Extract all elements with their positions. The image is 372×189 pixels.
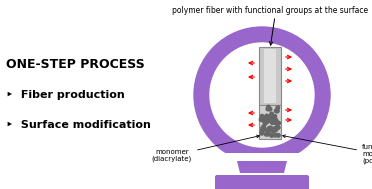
Bar [259,47,281,105]
Circle shape [269,113,273,117]
Circle shape [262,115,265,119]
Circle shape [270,112,273,116]
Circle shape [274,109,278,113]
Circle shape [264,120,267,124]
Circle shape [270,127,273,131]
Circle shape [276,134,280,137]
Circle shape [271,119,275,123]
Circle shape [266,130,269,134]
Text: 365 nm: 365 nm [218,92,256,101]
Circle shape [269,126,272,130]
Circle shape [274,128,278,132]
Circle shape [263,122,267,125]
Circle shape [266,119,269,123]
Circle shape [267,127,271,130]
Circle shape [274,118,278,122]
Circle shape [267,105,270,109]
Polygon shape [235,153,289,173]
Circle shape [267,129,271,132]
Circle shape [275,119,278,123]
Circle shape [263,120,266,124]
Circle shape [194,27,330,163]
Circle shape [277,121,280,125]
Circle shape [271,116,275,120]
Circle shape [267,118,270,122]
Circle shape [270,121,274,125]
Text: ‣  Surface modification: ‣ Surface modification [6,120,151,130]
Text: functional
molecule
(polythiol): functional molecule (polythiol) [283,135,372,164]
Circle shape [260,116,264,119]
Circle shape [263,119,267,122]
Circle shape [266,107,270,111]
Text: ONE-STEP PROCESS: ONE-STEP PROCESS [6,58,145,71]
Circle shape [260,115,264,118]
Circle shape [274,133,277,137]
Circle shape [270,134,274,137]
Circle shape [264,119,268,123]
FancyBboxPatch shape [215,175,309,189]
Text: monomer
(diacrylate): monomer (diacrylate) [152,135,259,163]
Circle shape [276,109,279,113]
Circle shape [267,132,270,136]
Circle shape [263,127,266,131]
Circle shape [259,118,263,121]
Circle shape [260,132,263,135]
Text: ‣  Fiber production: ‣ Fiber production [6,90,125,100]
Circle shape [275,125,279,129]
Circle shape [273,121,277,125]
Circle shape [272,129,275,133]
Circle shape [262,125,266,129]
Text: polymer fiber with functional groups at the surface: polymer fiber with functional groups at … [172,6,368,15]
Bar [264,49,276,103]
Bar [259,105,281,139]
Circle shape [276,106,280,110]
Circle shape [269,128,272,131]
Circle shape [262,118,266,121]
Circle shape [273,115,277,118]
Circle shape [273,120,276,123]
Circle shape [276,126,280,129]
Circle shape [267,116,271,119]
Circle shape [261,126,264,130]
Circle shape [267,127,271,130]
Circle shape [268,107,272,111]
Circle shape [264,132,268,136]
Circle shape [267,129,271,132]
Circle shape [273,127,277,130]
Circle shape [265,114,269,118]
Circle shape [210,43,314,147]
Polygon shape [225,153,299,161]
Circle shape [260,129,264,132]
Circle shape [265,119,268,123]
